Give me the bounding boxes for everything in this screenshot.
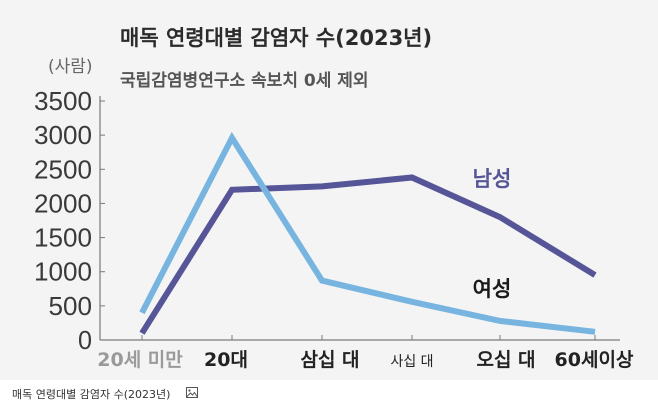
series-line-female bbox=[139, 131, 596, 335]
x-tick-label: 20세 미만 bbox=[97, 349, 183, 371]
x-tick-label: 20대 bbox=[204, 349, 248, 371]
y-axis-unit-label: (사람) bbox=[48, 57, 93, 77]
x-tick-label: 사십 대 bbox=[390, 354, 433, 370]
y-tick-label: 2500 bbox=[34, 154, 92, 184]
chart-area: 3500 3000 2500 2000 1500 1000 500 0 20세 미만 20대 삼십 … bbox=[0, 0, 658, 380]
y-tick-label: 0 bbox=[78, 325, 92, 355]
image-icon[interactable] bbox=[186, 387, 198, 398]
y-tick-label: 3000 bbox=[34, 120, 92, 150]
y-tick-label: 1500 bbox=[34, 223, 92, 253]
y-tick-label: 1000 bbox=[34, 257, 92, 287]
chart-subtitle: 국립감염병연구소 속보치 0세 제외 bbox=[120, 71, 369, 91]
series-label: 여성 bbox=[473, 277, 512, 301]
y-tick-label: 3500 bbox=[34, 86, 92, 116]
y-tick-label: 500 bbox=[49, 291, 93, 321]
x-tick-label: 오십 대 bbox=[476, 349, 535, 371]
series-line-male bbox=[139, 174, 597, 335]
series-label: 남성 bbox=[473, 167, 512, 191]
x-tick-label: 삼십 대 bbox=[300, 349, 359, 371]
image-caption: 매독 연령대별 감염자 수(2023년) bbox=[12, 388, 171, 401]
chart-title: 매독 연령대별 감염자 수(2023년) bbox=[120, 26, 433, 50]
x-tick-label: 60세이상 bbox=[555, 349, 634, 371]
y-tick-label: 2000 bbox=[34, 188, 92, 218]
